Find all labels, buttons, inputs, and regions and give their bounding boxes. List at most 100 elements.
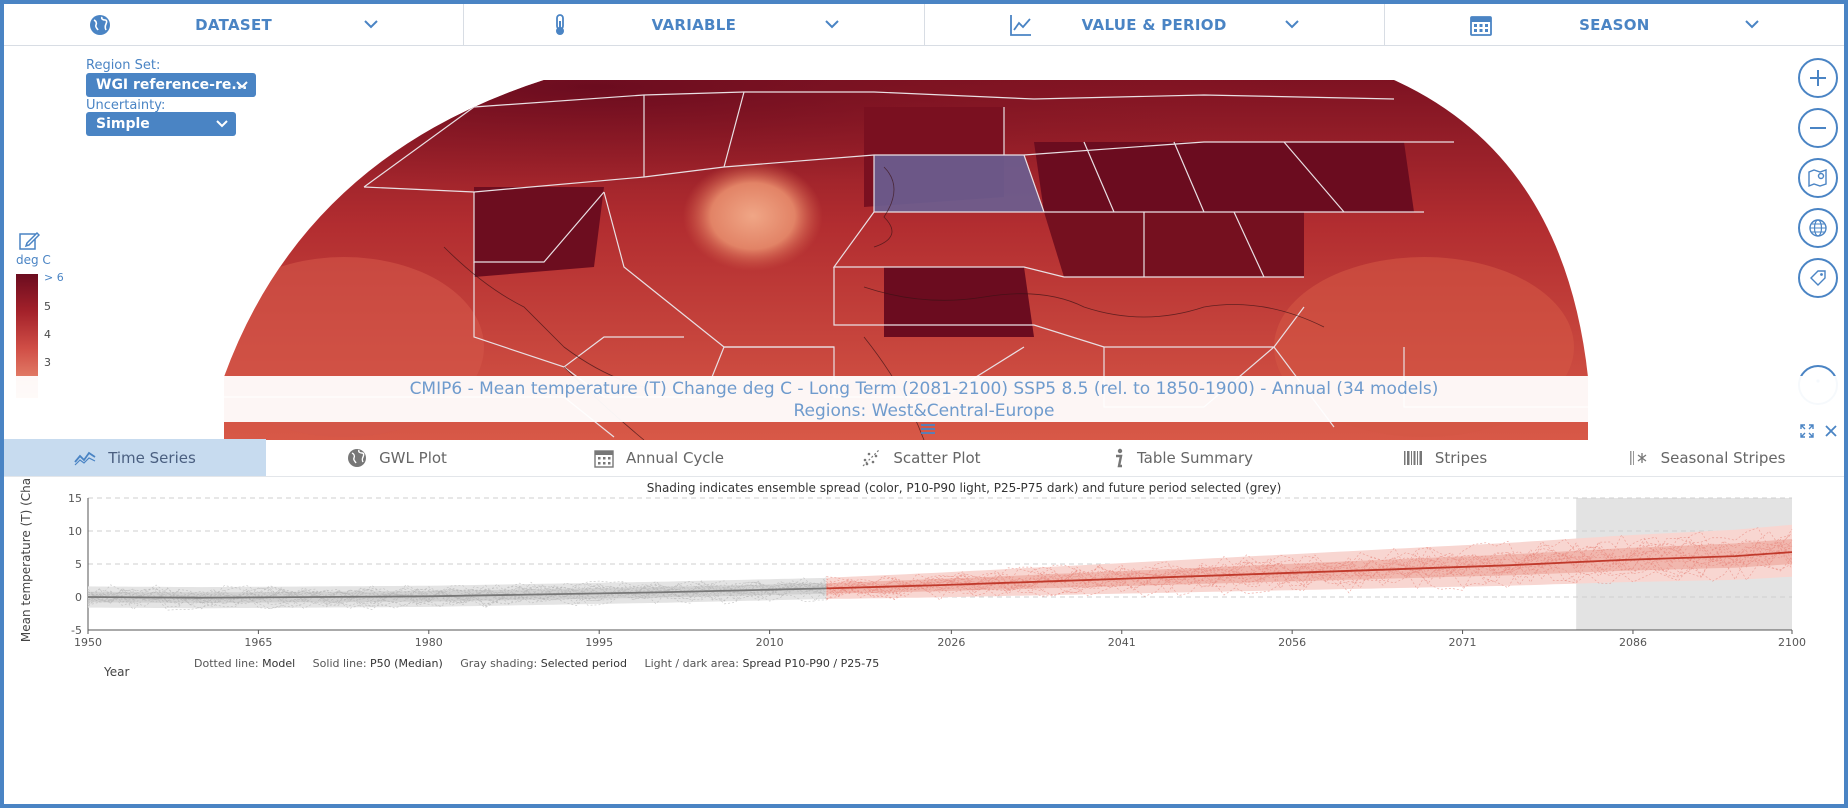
- tab-label: Seasonal Stripes: [1660, 448, 1786, 467]
- time-series-chart[interactable]: Shading indicates ensemble spread (color…: [4, 478, 1844, 678]
- chart-xlabel: Year: [103, 665, 129, 678]
- model-line-future: [826, 559, 1793, 601]
- legend-tick: 3: [44, 356, 51, 369]
- close-icon[interactable]: [1824, 424, 1838, 438]
- plus-icon: [1810, 70, 1826, 86]
- model-line-hist: [87, 583, 827, 605]
- drag-handle-icon[interactable]: [920, 423, 936, 435]
- zoom-in-button[interactable]: [1798, 58, 1838, 98]
- globe-icon: [348, 448, 367, 467]
- region-set-value: WGI reference-re...: [96, 77, 248, 93]
- calendar-icon: [1469, 16, 1492, 36]
- model-line-hist: [87, 584, 827, 606]
- x-tick-label: 2086: [1619, 636, 1647, 649]
- tab-table-summary[interactable]: Table Summary: [1052, 439, 1314, 476]
- variable-menu[interactable]: VARIABLE: [464, 4, 925, 45]
- median-line-future: [826, 551, 1793, 590]
- footer-key: Gray shading:: [460, 657, 538, 670]
- tab-label: Scatter Plot: [893, 448, 981, 467]
- season-label: SEASON: [1579, 15, 1650, 34]
- model-line-hist: [87, 586, 827, 611]
- model-line-future: [826, 556, 1793, 601]
- thermometer-icon: [556, 14, 565, 35]
- model-line-future: [826, 550, 1793, 599]
- uncertainty-label: Uncertainty:: [86, 98, 166, 113]
- minus-icon: [1810, 127, 1826, 129]
- zoom-out-button[interactable]: [1798, 108, 1838, 148]
- footer-value: Selected period: [540, 657, 627, 670]
- barcode-icon: [1403, 450, 1422, 465]
- legend-tick: 4: [44, 328, 51, 341]
- value-period-menu[interactable]: VALUE & PERIOD: [925, 4, 1385, 45]
- fullscreen-icon[interactable]: [1800, 424, 1814, 438]
- time-series-icon: [74, 451, 96, 465]
- globe-settings-button[interactable]: [1798, 208, 1838, 248]
- model-line-future: [826, 538, 1793, 595]
- footer-key: Dotted line:: [194, 657, 259, 670]
- region-set-dropdown[interactable]: WGI reference-re...: [86, 73, 256, 97]
- chevron-down-icon: [216, 120, 228, 128]
- footer-key: Light / dark area:: [644, 657, 739, 670]
- y-tick-label: 15: [68, 492, 82, 505]
- legend-unit: deg C: [16, 253, 51, 267]
- uncertainty-dropdown[interactable]: Simple: [86, 112, 236, 136]
- footer-value: P50 (Median): [370, 657, 443, 670]
- x-tick-label: 1950: [74, 636, 102, 649]
- y-tick-label: 10: [68, 525, 82, 538]
- footer-value: Spread P10-P90 / P25-75: [742, 657, 880, 670]
- x-tick-label: 2071: [1449, 636, 1477, 649]
- scatter-icon: [862, 449, 880, 466]
- tag-icon: [1810, 270, 1826, 286]
- map-location-button[interactable]: [1798, 158, 1838, 198]
- y-tick-label: 0: [75, 591, 82, 604]
- tab-stripes[interactable]: Stripes: [1314, 439, 1576, 476]
- seasonal-stripes-icon: [1629, 450, 1646, 465]
- edit-legend-icon[interactable]: [18, 230, 40, 252]
- legend-tick: 5: [44, 300, 51, 313]
- globe-icon: [1809, 219, 1827, 237]
- value-period-label: VALUE & PERIOD: [1081, 15, 1227, 34]
- chevron-down-icon: [236, 81, 248, 89]
- model-line-hist: [87, 584, 827, 608]
- chart-ylabel: Mean temperature (T) (Cha: [19, 478, 33, 642]
- model-line-future: [826, 548, 1793, 598]
- tab-label: Table Summary: [1136, 448, 1254, 467]
- info-icon: [1115, 448, 1123, 467]
- tag-button[interactable]: [1798, 258, 1838, 298]
- dataset-label: DATASET: [195, 15, 273, 34]
- line-chart-icon: [1009, 15, 1031, 36]
- tab-label: Stripes: [1434, 448, 1488, 467]
- x-tick-label: 2026: [937, 636, 965, 649]
- model-line-future: [826, 548, 1793, 595]
- map-caption: CMIP6 - Mean temperature (T) Change deg …: [4, 376, 1844, 422]
- chart-footer-legend: Dotted line: Model Solid line: P50 (Medi…: [194, 657, 879, 670]
- x-tick-label: 1980: [415, 636, 443, 649]
- x-tick-label: 2056: [1278, 636, 1306, 649]
- x-tick-label: 2100: [1778, 636, 1806, 649]
- model-line-hist: [87, 581, 827, 606]
- x-tick-label: 1995: [585, 636, 613, 649]
- tab-gwl-plot[interactable]: GWL Plot: [266, 439, 528, 476]
- uncertainty-value: Simple: [96, 116, 150, 132]
- tab-label: GWL Plot: [379, 448, 447, 467]
- tab-annual-cycle[interactable]: Annual Cycle: [528, 439, 790, 476]
- top-menu-bar: DATASET VARIABLE VALUE & PERIOD SEASON: [4, 4, 1844, 46]
- y-tick-label: -5: [71, 624, 82, 637]
- model-line-future: [826, 539, 1793, 595]
- tab-time-series[interactable]: Time Series: [4, 439, 266, 476]
- region-set-label: Region Set:: [86, 58, 161, 73]
- dataset-menu[interactable]: DATASET: [4, 4, 465, 45]
- tab-label: Time Series: [108, 448, 196, 467]
- globe-icon: [90, 15, 110, 35]
- tab-scatter-plot[interactable]: Scatter Plot: [790, 439, 1052, 476]
- tab-label: Annual Cycle: [626, 448, 724, 467]
- season-menu[interactable]: SEASON: [1385, 4, 1844, 45]
- chart-title: Shading indicates ensemble spread (color…: [647, 481, 1282, 495]
- x-tick-label: 1965: [244, 636, 272, 649]
- tab-seasonal-stripes[interactable]: Seasonal Stripes: [1576, 439, 1838, 476]
- footer-value: Model: [262, 657, 296, 670]
- chevron-down-icon: [1285, 20, 1299, 29]
- median-line-hist: [87, 587, 827, 599]
- caption-title: CMIP6 - Mean temperature (T) Change deg …: [409, 379, 1439, 399]
- model-line-future: [826, 528, 1793, 588]
